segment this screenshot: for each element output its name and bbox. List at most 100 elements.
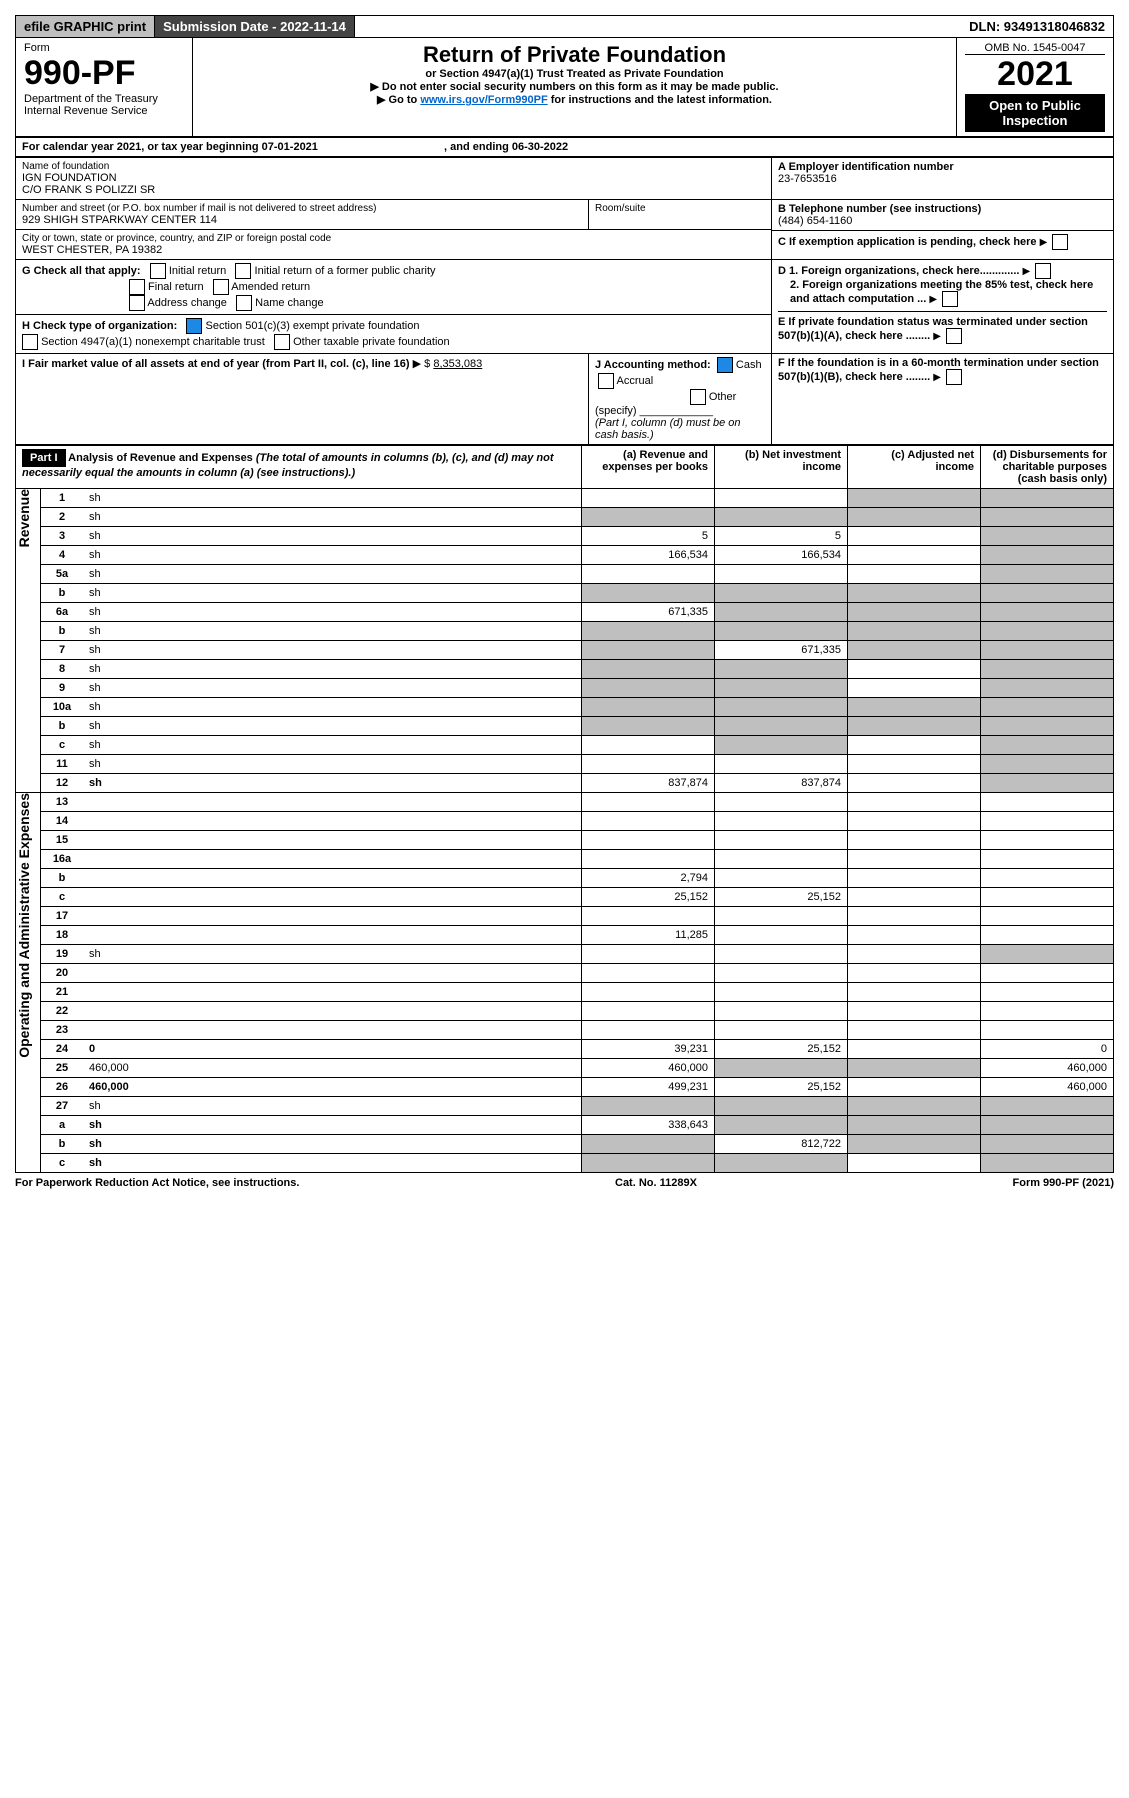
amount-cell-b [715,1154,848,1173]
amount-cell-b: 166,534 [715,546,848,565]
4947-label: Section 4947(a)(1) nonexempt charitable … [41,336,265,348]
line-description: sh [83,527,582,546]
line-description [83,812,582,831]
line-number: 5a [41,565,84,584]
amount-cell-d [981,755,1114,774]
table-row: b2,794 [16,869,1114,888]
name-change-checkbox[interactable] [236,295,252,311]
line-number: b [41,584,84,603]
amount-cell-b [715,793,848,812]
d1-checkbox[interactable] [1035,263,1051,279]
amount-cell-b [715,660,848,679]
amount-cell-a: 499,231 [582,1078,715,1097]
amended-return-label: Amended return [231,281,310,293]
501c3-checkbox[interactable] [186,318,202,334]
line-number: c [41,1154,84,1173]
initial-return-checkbox[interactable] [150,263,166,279]
amount-cell-d [981,1135,1114,1154]
amount-cell-b [715,964,848,983]
line-number: 26 [41,1078,84,1097]
final-return-label: Final return [148,281,204,293]
amount-cell-d [981,869,1114,888]
amount-cell-c [848,679,981,698]
amount-cell-c [848,584,981,603]
line-number: 8 [41,660,84,679]
ein-value: 23-7653516 [778,173,1107,185]
d2-checkbox[interactable] [942,291,958,307]
cash-checkbox[interactable] [717,357,733,373]
table-row: 4sh166,534166,534 [16,546,1114,565]
amount-cell-a [582,584,715,603]
amount-cell-b [715,489,848,508]
amount-cell-d [981,1097,1114,1116]
501c3-label: Section 501(c)(3) exempt private foundat… [205,320,419,332]
amount-cell-c [848,964,981,983]
amount-cell-c [848,660,981,679]
amount-cell-a [582,793,715,812]
initial-former-checkbox[interactable] [235,263,251,279]
e-checkbox[interactable] [946,328,962,344]
line-description: sh [83,1116,582,1135]
amount-cell-b [715,1097,848,1116]
amount-cell-a [582,831,715,850]
amount-cell-d [981,736,1114,755]
amount-cell-b [715,945,848,964]
table-row: 21 [16,983,1114,1002]
amount-cell-c [848,1078,981,1097]
exemption-pending-checkbox[interactable] [1052,234,1068,250]
amount-cell-c [848,1154,981,1173]
amount-cell-d [981,964,1114,983]
amount-cell-b [715,508,848,527]
foundation-name-1: IGN FOUNDATION [22,172,765,184]
amount-cell-a [582,736,715,755]
amount-cell-a [582,812,715,831]
line-description: sh [83,698,582,717]
table-row: Revenue1sh [16,489,1114,508]
amount-cell-c [848,755,981,774]
amount-cell-a [582,565,715,584]
amount-cell-c [848,1116,981,1135]
form-instruction-2: ▶ Go to www.irs.gov/Form990PF for instru… [201,93,948,106]
foundation-name-2: C/O FRANK S POLIZZI SR [22,184,765,196]
other-method-checkbox[interactable] [690,389,706,405]
amount-cell-c [848,850,981,869]
ein-label: A Employer identification number [778,161,1107,173]
amount-cell-d [981,812,1114,831]
city-value: WEST CHESTER, PA 19382 [22,244,765,256]
accrual-checkbox[interactable] [598,373,614,389]
final-return-checkbox[interactable] [129,279,145,295]
line-description [83,793,582,812]
amount-cell-c [848,565,981,584]
table-row: bsh [16,622,1114,641]
4947-checkbox[interactable] [22,334,38,350]
cash-label: Cash [736,359,762,371]
identification-block: Name of foundation IGN FOUNDATION C/O FR… [15,157,1114,445]
amount-cell-c [848,1097,981,1116]
line-description: sh [83,660,582,679]
col-a-header: (a) Revenue and expenses per books [582,446,715,489]
amended-return-checkbox[interactable] [213,279,229,295]
line-number: 20 [41,964,84,983]
j-note: (Part I, column (d) must be on cash basi… [595,417,741,441]
amount-cell-c [848,1002,981,1021]
line-number: 25 [41,1059,84,1078]
amount-cell-c [848,527,981,546]
amount-cell-d [981,793,1114,812]
table-row: bsh [16,717,1114,736]
table-row: csh [16,736,1114,755]
amount-cell-a: 11,285 [582,926,715,945]
other-taxable-checkbox[interactable] [274,334,290,350]
amount-cell-c [848,736,981,755]
f-checkbox[interactable] [946,369,962,385]
line-description: sh [83,774,582,793]
table-row: 27sh [16,1097,1114,1116]
amount-cell-d [981,774,1114,793]
efile-print-button[interactable]: efile GRAPHIC print [16,16,155,37]
line-description: sh [83,641,582,660]
form990pf-link[interactable]: www.irs.gov/Form990PF [420,94,547,106]
line-description: sh [83,717,582,736]
amount-cell-b [715,603,848,622]
line-number: c [41,736,84,755]
address-change-checkbox[interactable] [129,295,145,311]
table-row: Operating and Administrative Expenses13 [16,793,1114,812]
